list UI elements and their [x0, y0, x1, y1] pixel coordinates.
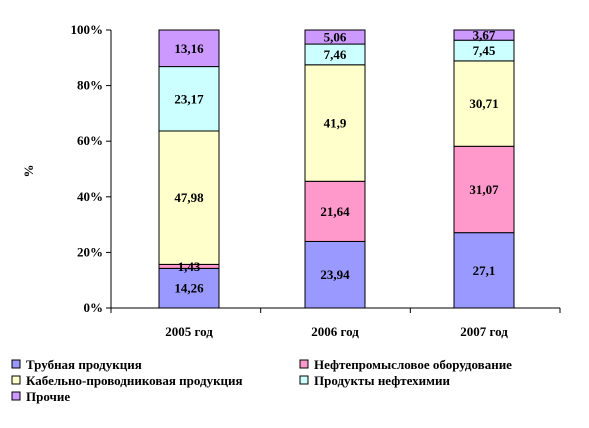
axes: 0% 20% 40% 60% 80% 100% 2005 год 2006 год 2007 г… — [21, 22, 561, 339]
legend-label: Продукты нефтехимии — [314, 373, 450, 388]
data-label: 7,46 — [324, 47, 347, 62]
data-label: 23,94 — [320, 267, 350, 282]
bar-segment — [304, 180, 366, 242]
legend-swatch — [11, 359, 21, 369]
data-label: 3,67 — [473, 28, 496, 43]
legend-swatch — [299, 375, 309, 385]
legend-label: Прочие — [26, 389, 70, 404]
legend: Трубная продукция Нефтепромысловое оборуд… — [11, 357, 512, 404]
y-tick-label: 40% — [77, 189, 103, 204]
y-tick-label: 20% — [77, 244, 103, 259]
data-label: 14,26 — [174, 281, 204, 296]
x-tick-label: 2005 год — [165, 324, 213, 339]
data-label: 5,06 — [324, 30, 347, 45]
data-label: 30,71 — [469, 96, 498, 111]
y-tick-label: 0% — [84, 300, 104, 315]
bar-segment — [158, 29, 220, 68]
y-tick-label: 80% — [77, 78, 103, 93]
data-label: 47,98 — [174, 190, 204, 205]
data-label: 23,17 — [174, 91, 204, 106]
bar-segment — [158, 66, 220, 132]
data-label: 41,9 — [324, 116, 347, 131]
legend-swatch — [299, 359, 309, 369]
bar-segment — [453, 60, 515, 147]
x-tick-label: 2006 год — [311, 324, 359, 339]
bar-segment — [158, 267, 220, 309]
bar-segment — [304, 240, 366, 309]
bar-segment — [453, 145, 515, 234]
bars: 14,26 1,43 47,98 23,17 13,16 23,94 21,64 41,9 7,… — [158, 28, 515, 309]
y-tick-label: 60% — [77, 133, 103, 148]
legend-swatch — [11, 391, 21, 401]
bar-segment — [453, 29, 515, 41]
data-label: 21,64 — [320, 204, 350, 219]
legend-label: Трубная продукция — [26, 357, 142, 372]
data-label: 27,1 — [473, 263, 496, 278]
y-axis-label: % — [21, 165, 36, 178]
legend-swatch — [11, 375, 21, 385]
data-label: 1,43 — [178, 259, 201, 274]
data-label: 31,07 — [469, 182, 499, 197]
bar-segment — [453, 232, 515, 309]
y-tick-label: 100% — [71, 22, 104, 37]
data-label: 7,45 — [473, 43, 496, 58]
data-label: 13,16 — [174, 41, 204, 56]
bar-segment — [304, 29, 366, 45]
x-tick-label: 2007 год — [460, 324, 508, 339]
bar-segment — [158, 130, 220, 265]
legend-label: Кабельно-проводниковая продукция — [26, 373, 243, 388]
legend-label: Нефтепромысловое оборудование — [314, 357, 512, 372]
